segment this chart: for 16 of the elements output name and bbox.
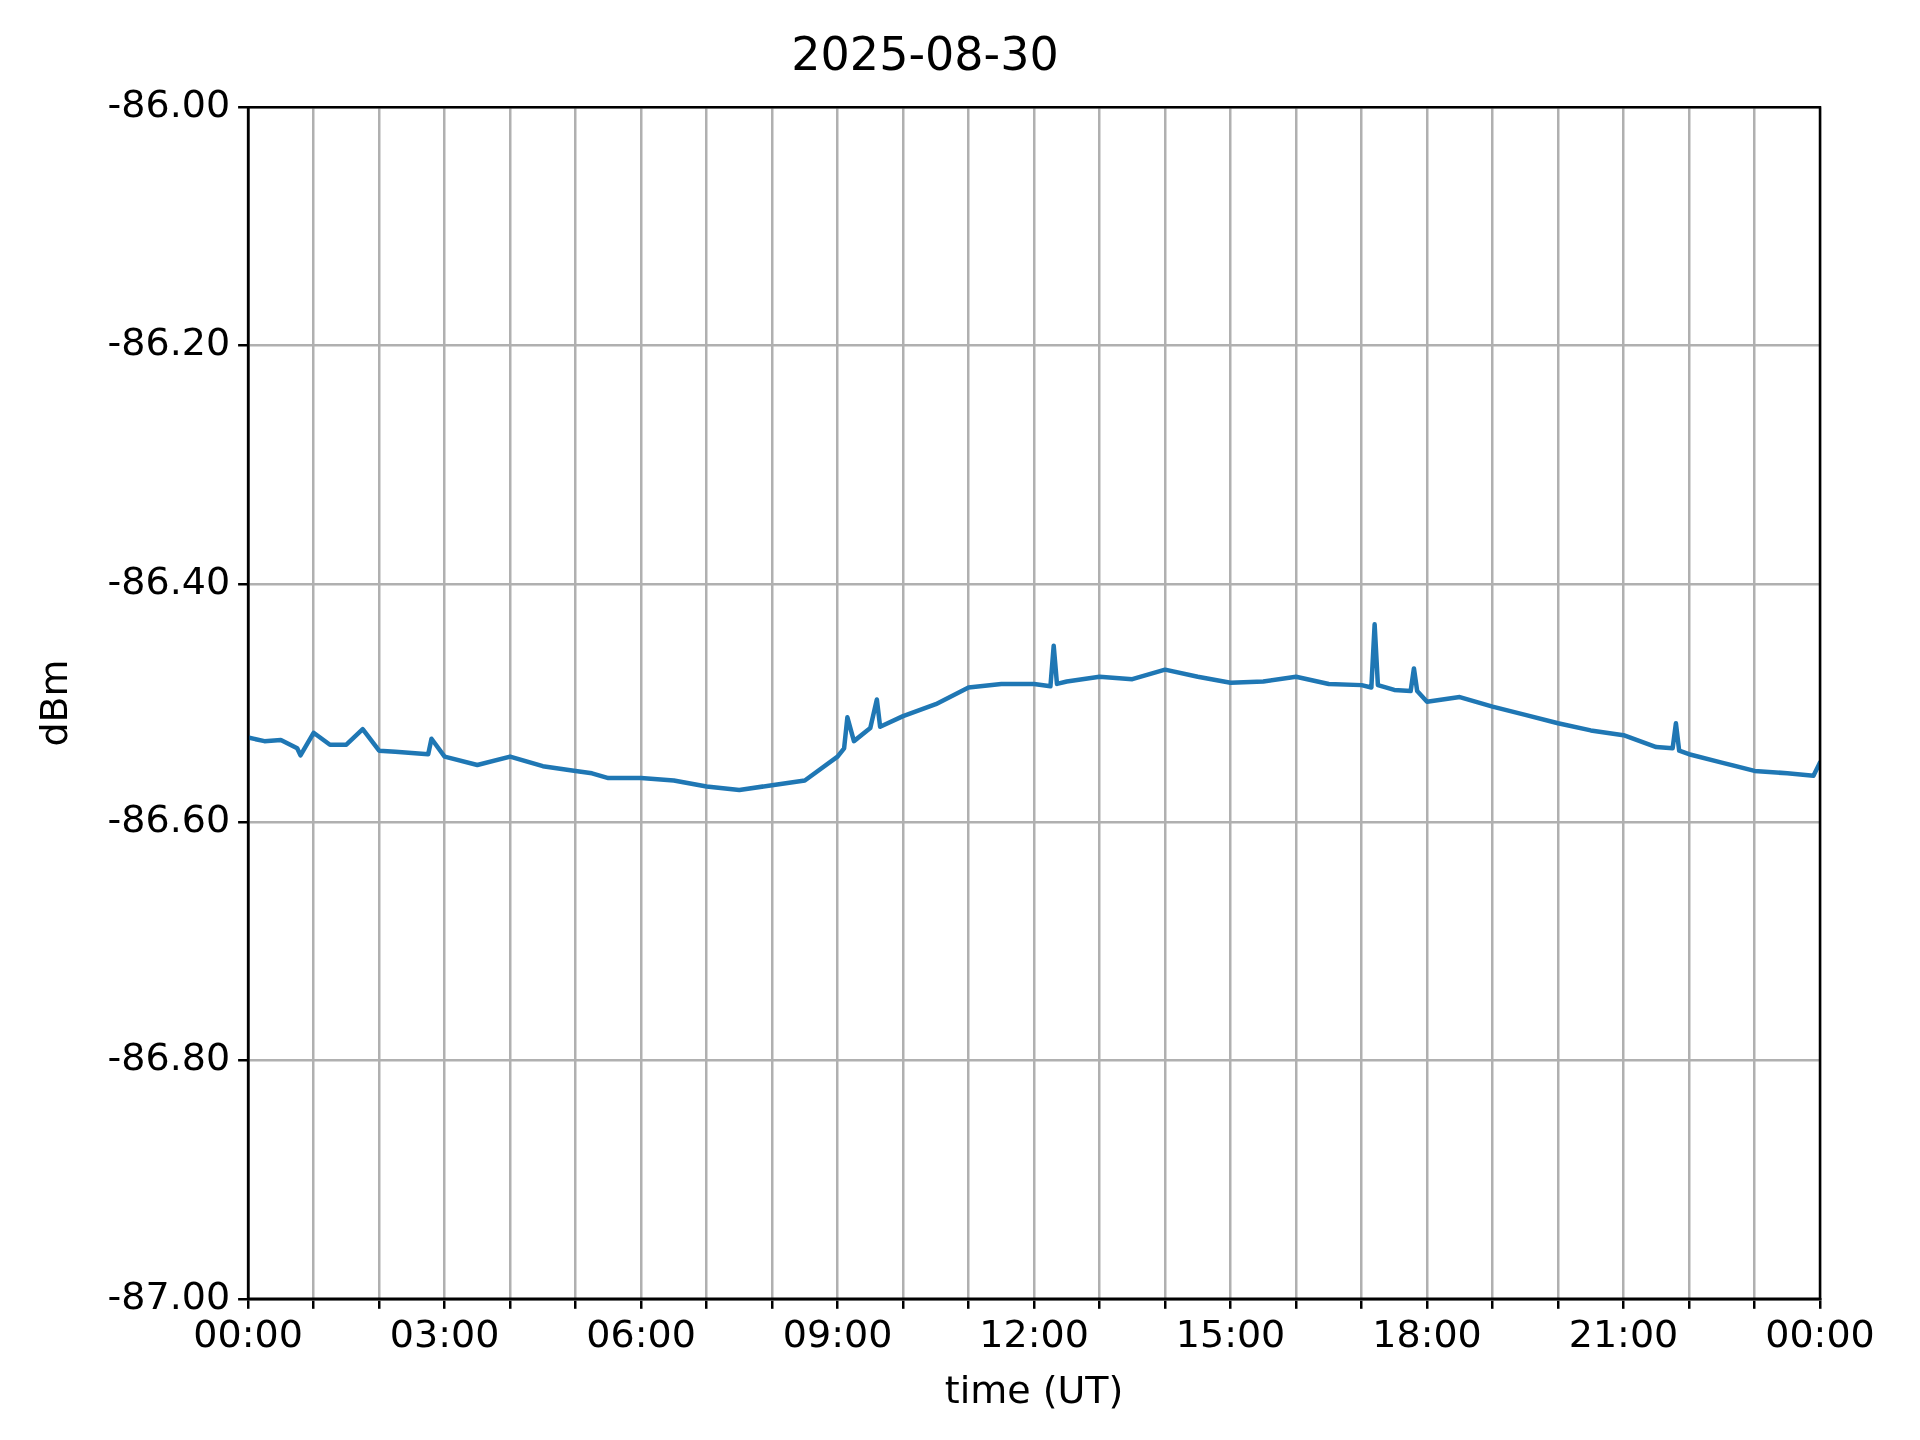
y-tick-label: -86.20 <box>107 320 231 365</box>
y-axis-title: dBm <box>31 659 76 747</box>
x-tick-label: 21:00 <box>1568 1312 1679 1357</box>
x-tick-label: 15:00 <box>1175 1312 1286 1357</box>
x-tick-label: 18:00 <box>1372 1312 1482 1357</box>
x-tick-label: 06:00 <box>586 1312 696 1357</box>
y-tick-label: -86.00 <box>107 82 231 127</box>
x-tick-label: 03:00 <box>389 1312 500 1357</box>
y-tick-label: -86.80 <box>107 1035 231 1080</box>
x-tick-label: 12:00 <box>979 1312 1089 1357</box>
x-tick-label: 00:00 <box>1765 1312 1875 1357</box>
y-tick-label: -86.40 <box>107 558 231 603</box>
x-axis-title: time (UT) <box>944 1368 1124 1413</box>
x-tick-label: 09:00 <box>782 1312 893 1357</box>
y-tick-label: -86.60 <box>107 797 231 842</box>
chart-title: 2025-08-30 <box>791 26 1059 81</box>
